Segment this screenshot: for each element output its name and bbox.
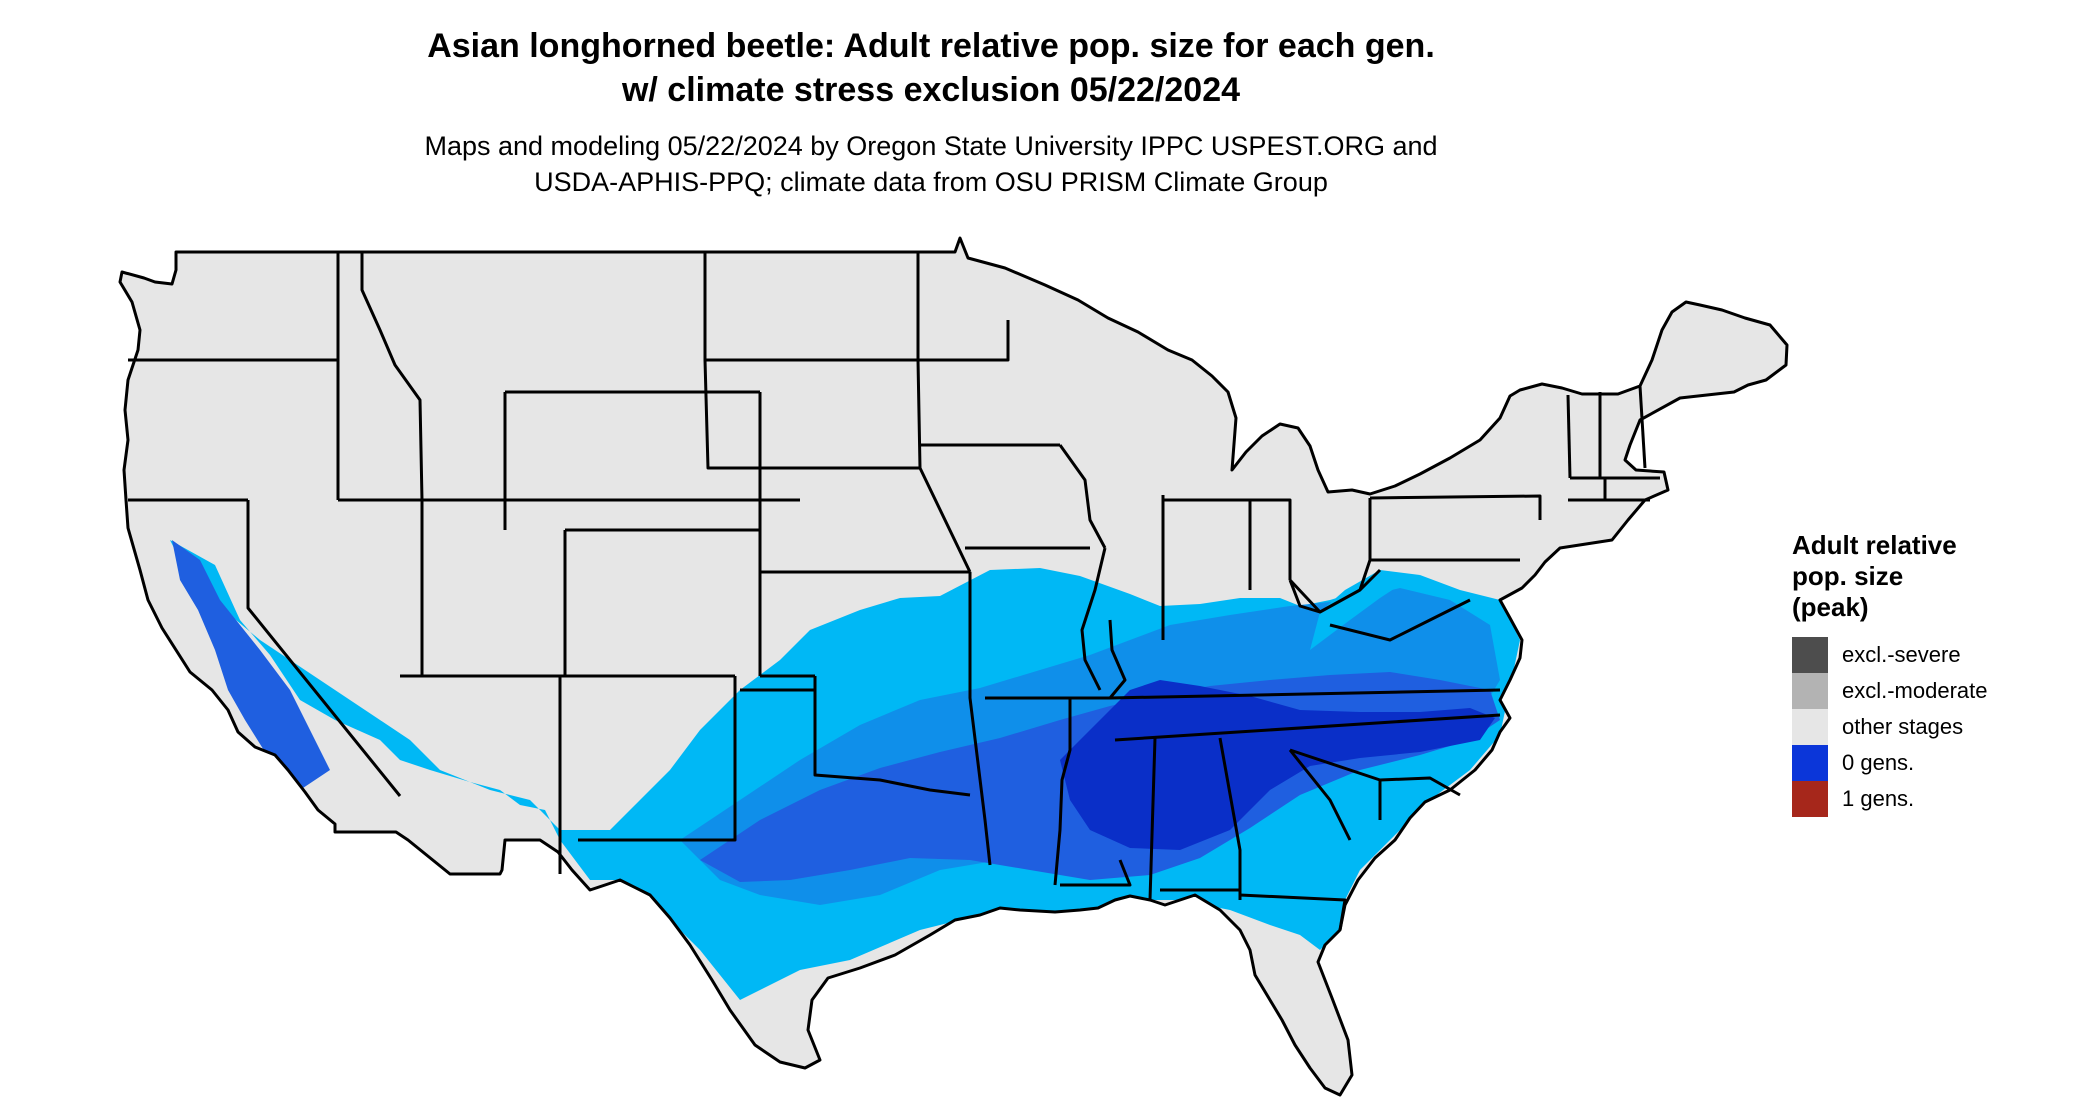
- legend-label-excl-moderate: excl.-moderate: [1842, 678, 1988, 703]
- state-border-segment: [1379, 776, 1461, 797]
- legend-swatch-excl-moderate: [1792, 673, 1828, 709]
- population-zones: [170, 540, 1520, 1000]
- legend-swatch-excl-severe: [1792, 637, 1828, 673]
- state-border-segment: [918, 320, 1010, 362]
- state-border-segment: [813, 676, 971, 797]
- state-border-segment: [1288, 579, 1321, 614]
- state-border-segment: [1058, 444, 1107, 549]
- state-border-segment: [1218, 737, 1242, 900]
- legend-item-0-gens: 0 gens.: [1792, 745, 1988, 781]
- state-borders: [118, 236, 1789, 1097]
- legend-title: Adult relative pop. size (peak): [1792, 530, 1988, 623]
- legend-swatch-1-gens: [1792, 781, 1828, 817]
- legend-swatch-0-gens: [1792, 745, 1828, 781]
- legend-label-0-gens: 0 gens.: [1842, 750, 1915, 775]
- state-border-segment: [1109, 688, 1501, 700]
- state-border-segment: [1053, 698, 1072, 886]
- map-subtitle: Maps and modeling 05/22/2024 by Oregon S…: [0, 128, 1862, 200]
- legend-item-excl-severe: excl.-severe: [1792, 637, 1988, 673]
- map-legend: Adult relative pop. size (peak) excl.-se…: [1792, 530, 1988, 817]
- state-border-segment: [1163, 498, 1292, 580]
- legend-label-other-stages: other stages: [1842, 714, 1964, 739]
- state-border-segment: [1369, 494, 1542, 520]
- state-border-segment: [916, 252, 972, 573]
- state-border-segment: [1329, 598, 1471, 642]
- map-title: Asian longhorned beetle: Adult relative …: [0, 24, 1862, 112]
- legend-item-other-stages: other stages: [1792, 709, 1988, 745]
- state-border-segment: [1566, 394, 1572, 479]
- map-subtitle-line-1: Maps and modeling 05/22/2024 by Oregon S…: [424, 131, 1438, 161]
- legend-item-excl-moderate: excl.-moderate: [1792, 673, 1988, 709]
- state-border-segment: [360, 252, 424, 501]
- map-title-line-1: Asian longhorned beetle: Adult relative …: [427, 27, 1435, 65]
- map-subtitle-line-2: USDA-APHIS-PPQ; climate data from OSU PR…: [534, 167, 1328, 197]
- california-population-zone: [172, 540, 330, 790]
- legend-item-1-gens: 1 gens.: [1792, 781, 1988, 817]
- state-border-segment: [1080, 547, 1107, 691]
- state-border-segment: [246, 500, 402, 797]
- legend-title-line-1: Adult relative: [1792, 530, 1957, 560]
- legend-label-1-gens: 1 gens.: [1842, 786, 1915, 811]
- state-border-segment: [1148, 737, 1157, 901]
- state-border-segment: [1060, 859, 1132, 887]
- legend-swatch-other-stages: [1792, 709, 1828, 745]
- state-border-segment: [1108, 619, 1127, 699]
- state-border-segment: [578, 676, 737, 842]
- map-title-line-2: w/ climate stress exclusion 05/22/2024: [621, 71, 1241, 109]
- state-border-segment: [1638, 385, 1647, 469]
- legend-title-line-2: pop. size: [1792, 561, 1904, 591]
- legend-label-excl-severe: excl.-severe: [1842, 642, 1961, 667]
- legend-title-line-3: (peak): [1792, 592, 1869, 622]
- state-border-segment: [1288, 568, 1382, 614]
- state-border-segment: [1239, 893, 1347, 931]
- state-border-segment: [968, 572, 992, 866]
- state-border-segment: [740, 688, 817, 700]
- legend-items: excl.-severe excl.-moderate other stages…: [1792, 637, 1988, 817]
- state-border-segment: [1114, 713, 1501, 742]
- state-border-segment: [1288, 749, 1352, 841]
